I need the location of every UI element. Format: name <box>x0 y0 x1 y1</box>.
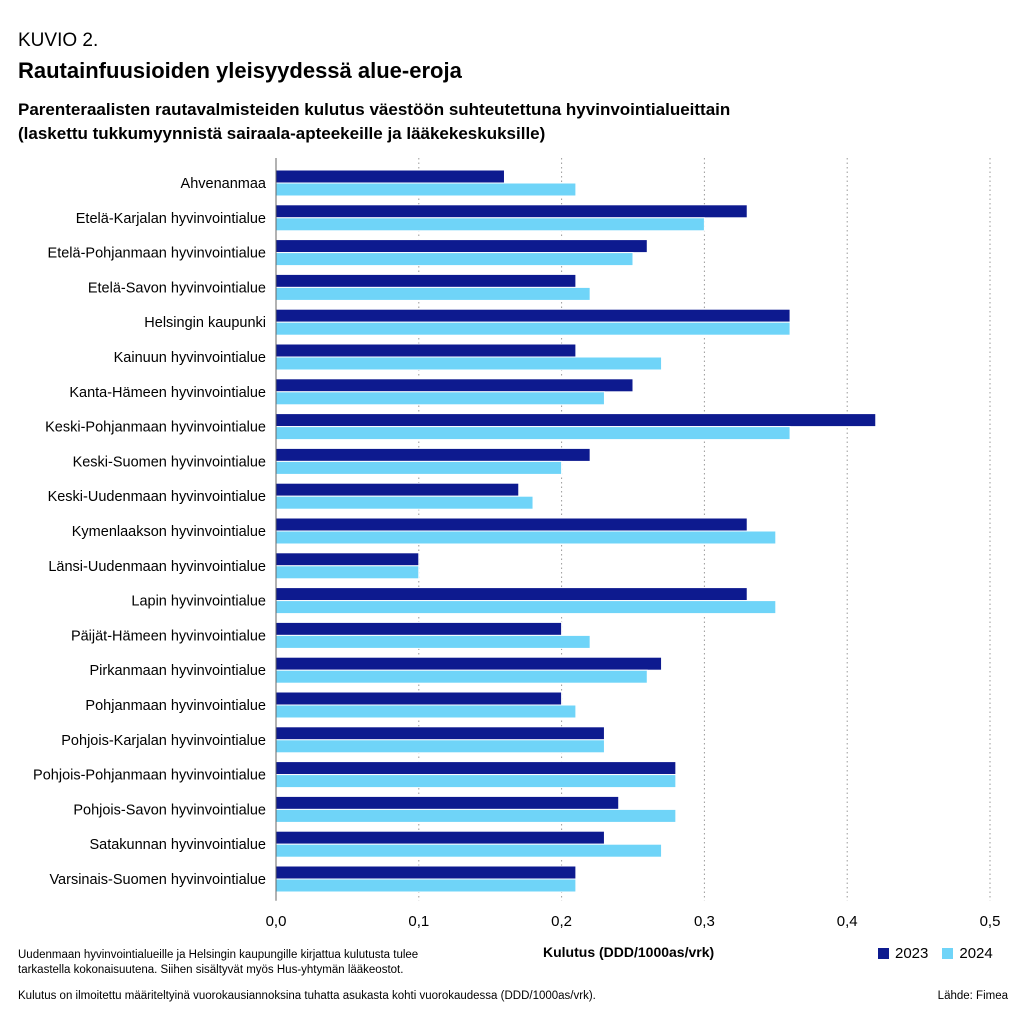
bar-2023-19 <box>275 830 605 845</box>
chart-legend: 2023 2024 <box>878 945 993 962</box>
chart-subtitle: Parenteraalisten rautavalmisteiden kulut… <box>18 98 1008 146</box>
x-tick-label-2: 0,2 <box>551 913 572 930</box>
footnote-unit: Kulutus on ilmoitettu määriteltyinä vuor… <box>18 990 596 1002</box>
category-label-12: Lapin hyvinvointialue <box>131 594 266 610</box>
x-tick-label-1: 0,1 <box>408 913 429 930</box>
category-label-16: Pohjois-Karjalan hyvinvointialue <box>61 733 266 749</box>
page-title: Rautainfuusioiden yleisyydessä alue-eroj… <box>18 58 462 83</box>
bar-2023-2 <box>275 239 648 254</box>
category-label-13: Päijät-Hämeen hyvinvointialue <box>71 628 266 644</box>
bar-2024-2 <box>275 252 634 267</box>
legend-label-2024: 2024 <box>959 945 993 962</box>
chart-subtitle-line-1: Parenteraalisten rautavalmisteiden kulut… <box>18 100 731 119</box>
category-label-6: Kanta-Hämeen hyvinvointialue <box>69 385 266 401</box>
bar-2024-19 <box>275 843 663 858</box>
bar-2023-10 <box>275 517 748 532</box>
category-label-0: Ahvenanmaa <box>181 176 267 192</box>
bar-2023-7 <box>275 413 877 428</box>
bar-2024-14 <box>275 669 648 684</box>
bar-2024-11 <box>275 565 420 580</box>
category-label-20: Varsinais-Suomen hyvinvointialue <box>49 872 266 888</box>
category-label-8: Keski-Suomen hyvinvointialue <box>73 454 266 470</box>
bar-chart: Ahvenanmaa Etelä-Karjalan hyvinvointialue… <box>33 158 1001 930</box>
bar-2024-0 <box>275 182 577 197</box>
legend-swatch-2024 <box>942 948 954 959</box>
bar-2024-15 <box>275 704 577 719</box>
bar-2024-1 <box>275 217 705 232</box>
bar-2024-7 <box>275 426 791 441</box>
category-label-19: Satakunnan hyvinvointialue <box>89 837 266 853</box>
bar-2023-15 <box>275 691 563 706</box>
bar-2024-4 <box>275 321 791 336</box>
bar-2023-3 <box>275 273 577 288</box>
source-label: Lähde: Fimea <box>937 990 1008 1002</box>
bar-2024-17 <box>275 774 677 789</box>
bar-2024-5 <box>275 356 663 371</box>
bar-2024-20 <box>275 878 577 893</box>
category-label-1: Etelä-Karjalan hyvinvointialue <box>76 211 266 227</box>
category-label-4: Helsingin kaupunki <box>144 315 266 331</box>
legend-swatch-2023 <box>878 948 889 959</box>
bar-2024-10 <box>275 530 777 545</box>
footnote-uusimaa: Uudenmaan hyvinvointialueille ja Helsing… <box>18 949 419 976</box>
legend-item-2023: 2023 <box>878 945 928 962</box>
bar-2023-16 <box>275 726 605 741</box>
x-tick-label-4: 0,4 <box>837 913 858 930</box>
category-label-2: Etelä-Pohjanmaan hyvinvointialue <box>48 246 266 262</box>
figure-number: KUVIO 2. <box>18 30 99 51</box>
legend-item-2024: 2024 <box>942 945 993 962</box>
bar-2024-16 <box>275 739 605 754</box>
bar-2023-9 <box>275 482 520 497</box>
x-tick-label-3: 0,3 <box>694 913 715 930</box>
category-label-7: Keski-Pohjanmaan hyvinvointialue <box>45 420 266 436</box>
category-label-18: Pohjois-Savon hyvinvointialue <box>73 802 266 818</box>
bar-2023-14 <box>275 656 663 671</box>
x-axis-label: Kulutus (DDD/1000as/vrk) <box>543 944 715 960</box>
bar-2024-18 <box>275 808 677 823</box>
bar-2023-12 <box>275 587 748 602</box>
bar-2023-6 <box>275 378 634 393</box>
bar-2024-13 <box>275 634 591 649</box>
x-tick-label-5: 0,5 <box>980 913 1001 930</box>
chart-subtitle-line-2: (laskettu tukkumyynnistä sairaala-apteek… <box>18 124 546 143</box>
bar-2023-18 <box>275 795 620 810</box>
bar-2023-13 <box>275 621 563 636</box>
category-label-3: Etelä-Savon hyvinvointialue <box>88 280 266 296</box>
bar-2023-0 <box>275 169 505 184</box>
category-label-14: Pirkanmaan hyvinvointialue <box>89 663 266 679</box>
bar-2024-9 <box>275 495 534 510</box>
x-tick-label-0: 0,0 <box>266 913 287 930</box>
category-label-11: Länsi-Uudenmaan hyvinvointialue <box>48 559 266 575</box>
bar-2023-8 <box>275 447 591 462</box>
bar-2024-6 <box>275 391 605 406</box>
category-label-15: Pohjanmaan hyvinvointialue <box>85 698 266 714</box>
bar-2023-5 <box>275 343 577 358</box>
bar-2023-1 <box>275 204 748 219</box>
bar-2024-8 <box>275 460 563 475</box>
bar-2024-12 <box>275 600 777 615</box>
category-label-10: Kymenlaakson hyvinvointialue <box>72 524 266 540</box>
bar-2023-20 <box>275 865 577 880</box>
category-label-9: Keski-Uudenmaan hyvinvointialue <box>48 489 266 505</box>
bar-2023-4 <box>275 308 791 323</box>
bar-2023-11 <box>275 552 420 567</box>
bar-2023-17 <box>275 761 677 776</box>
category-label-5: Kainuun hyvinvointialue <box>114 350 266 366</box>
legend-label-2023: 2023 <box>895 945 929 962</box>
category-label-17: Pohjois-Pohjanmaan hyvinvointialue <box>33 768 266 784</box>
bar-2024-3 <box>275 286 591 301</box>
